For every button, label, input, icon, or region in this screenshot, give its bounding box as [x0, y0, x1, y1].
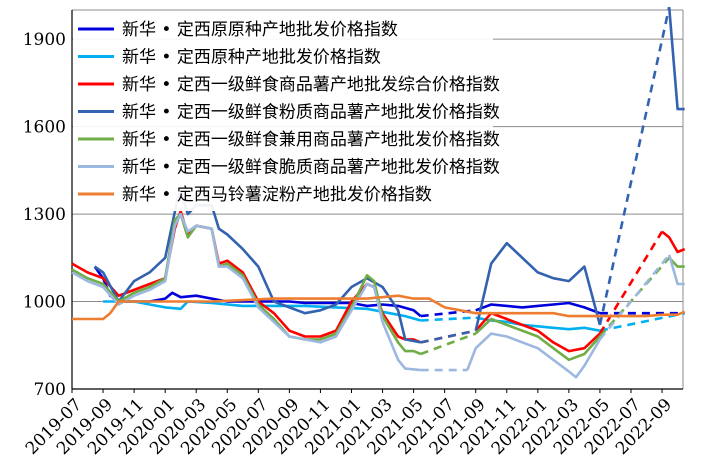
- series-line: [71, 212, 422, 356]
- y-tick-label: 1000: [23, 293, 66, 313]
- series-line: [93, 189, 421, 344]
- series-line: [72, 294, 686, 321]
- series-projection-line: [420, 329, 476, 344]
- series-7: [72, 294, 686, 321]
- legend-label: 新华 • 定西原种产地批发价格指数: [122, 48, 381, 68]
- series-6: [71, 212, 685, 379]
- series-line: [474, 241, 602, 331]
- series-projection-line: [598, 254, 671, 341]
- legend-label: 新华 • 定西马铃薯淀粉产地批发价格指数: [122, 185, 432, 205]
- y-tick-label: 1300: [23, 205, 66, 225]
- series-line: [474, 317, 601, 362]
- series-line: [475, 301, 601, 315]
- series-projection-line: [420, 332, 477, 356]
- series-line: [71, 212, 421, 372]
- legend-label: 新华 • 定西一级鲜食脆质商品薯产地批发价格指数: [122, 158, 500, 178]
- y-tick-label: 1900: [23, 30, 66, 50]
- legend-label: 新华 • 定西原原种产地批发价格指数: [122, 20, 398, 40]
- y-tick-label: 1600: [23, 118, 66, 138]
- legend-label: 新华 • 定西一级鲜食兼用商品薯产地批发价格指数: [122, 130, 500, 150]
- series-line: [667, 6, 685, 111]
- legend-label: 新华 • 定西一级鲜食商品薯产地批发综合价格指数: [122, 75, 500, 95]
- series-layer: [71, 6, 686, 379]
- legend-background: [73, 13, 493, 211]
- series-line: [661, 230, 686, 254]
- series-projection-line: [599, 311, 685, 332]
- series-line: [474, 311, 601, 353]
- series-5: [71, 212, 685, 362]
- series-line: [466, 332, 602, 379]
- series-line: [667, 254, 685, 286]
- series-projection-line: [598, 6, 671, 326]
- y-tick-label: 700: [34, 380, 66, 400]
- legend-label: 新华 • 定西一级鲜食粉质商品薯产地批发价格指数: [122, 103, 500, 123]
- series-projection-line: [420, 316, 476, 322]
